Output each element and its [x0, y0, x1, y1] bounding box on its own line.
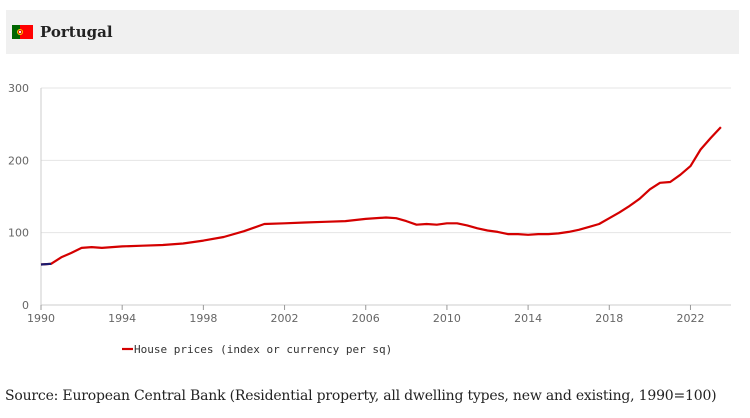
country-title: Portugal: [40, 23, 113, 41]
x-tick-label: 2006: [352, 312, 380, 325]
y-tick-label: 200: [8, 154, 29, 167]
x-tick-label: 1994: [108, 312, 136, 325]
chart-header: Portugal: [6, 10, 739, 54]
x-tick-label: 2010: [433, 312, 461, 325]
series-layer: [40, 126, 722, 266]
x-tick-label: 1998: [189, 312, 217, 325]
x-tick-label: 2022: [676, 312, 704, 325]
axes: 0 100 200 300 1990 1994 1998 2002 2006 2010 2014 20…: [8, 82, 731, 325]
x-tick-label: 1990: [27, 312, 55, 325]
series-start-marker: [40, 262, 52, 266]
x-tick-label: 2018: [595, 312, 623, 325]
series-line: [40, 126, 722, 266]
y-tick-label: 100: [8, 227, 29, 240]
legend-label: House prices (index or currency per sq): [134, 343, 392, 356]
source-note: Source: European Central Bank (Residenti…: [5, 388, 717, 404]
grid-lines: [41, 87, 731, 234]
x-tick-label: 2002: [271, 312, 299, 325]
house-price-chart: 0 100 200 300 1990 1994 1998 2002 2006 2010 2014 20…: [8, 82, 731, 356]
y-tick-label: 0: [22, 299, 29, 312]
portugal-flag-icon: [12, 25, 33, 39]
x-tick-label: 2014: [514, 312, 542, 325]
y-tick-label: 300: [8, 82, 29, 95]
legend: House prices (index or currency per sq): [122, 343, 392, 356]
